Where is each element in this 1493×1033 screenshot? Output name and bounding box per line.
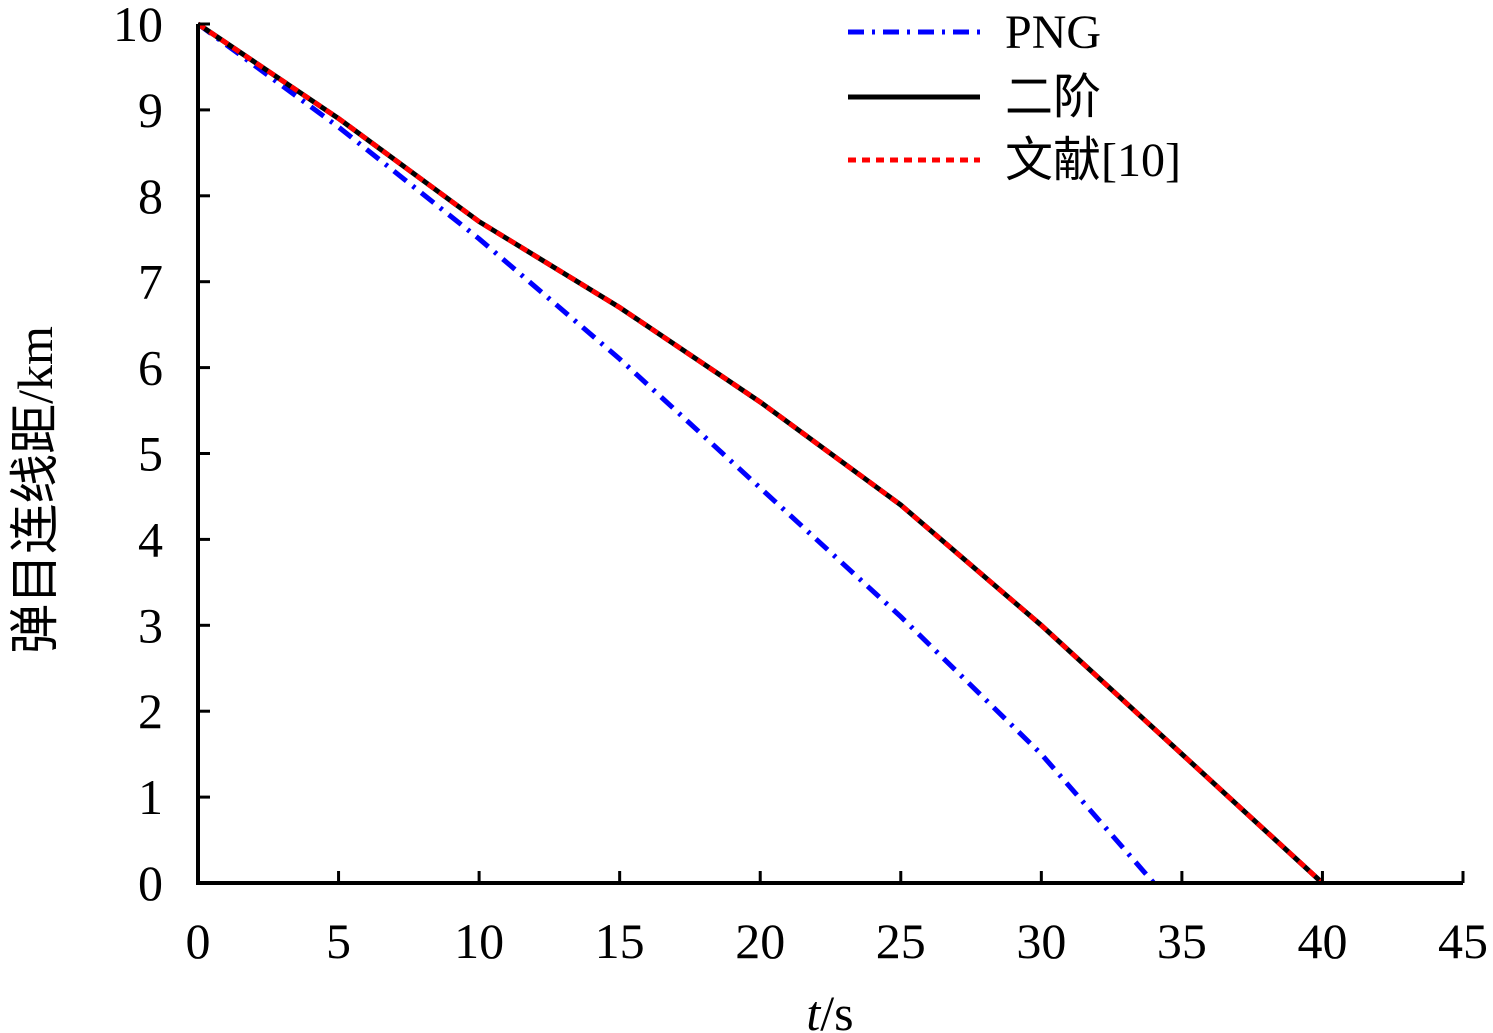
x-axis-ticks: 0 5 10 15 20 25 30 35 40 45	[186, 871, 1488, 969]
y-tick-label: 8	[138, 168, 163, 224]
y-axis-ticks: 0 1 2 3 4 5 6 7 8 9 10	[113, 0, 210, 911]
y-tick-label: 7	[138, 254, 163, 310]
x-axis-title-unit: /s	[820, 985, 853, 1033]
x-axis-title-var: t	[806, 985, 821, 1033]
x-tick-label: 20	[735, 913, 785, 969]
y-tick-label: 9	[138, 82, 163, 138]
y-axis-title: 弹目连线距/km	[7, 326, 63, 654]
legend-label-3: 文献[10]	[1005, 134, 1181, 187]
x-tick-label: 10	[454, 913, 504, 969]
y-tick-label: 4	[138, 511, 163, 567]
x-tick-label: 45	[1438, 913, 1488, 969]
x-tick-label: 25	[876, 913, 926, 969]
y-tick-label: 6	[138, 340, 163, 396]
y-tick-label: 10	[113, 0, 163, 52]
legend-label-2: 二阶	[1005, 71, 1101, 124]
y-tick-label: 2	[138, 683, 163, 739]
series-line-3	[196, 21, 1325, 885]
y-tick-label: 3	[138, 597, 163, 653]
x-tick-label: 30	[1016, 913, 1066, 969]
x-tick-label: 35	[1157, 913, 1207, 969]
plot-lines	[196, 21, 1325, 885]
x-tick-label: 15	[595, 913, 645, 969]
x-tick-label: 0	[186, 913, 211, 969]
y-tick-label: 5	[138, 426, 163, 482]
x-axis-title: t/s	[806, 985, 853, 1033]
y-tick-label: 1	[138, 769, 163, 825]
y-tick-label: 0	[138, 855, 163, 911]
series-line-1	[196, 21, 1156, 885]
x-tick-label: 40	[1297, 913, 1347, 969]
x-tick-label: 5	[326, 913, 351, 969]
legend-label-1: PNG	[1005, 6, 1101, 59]
